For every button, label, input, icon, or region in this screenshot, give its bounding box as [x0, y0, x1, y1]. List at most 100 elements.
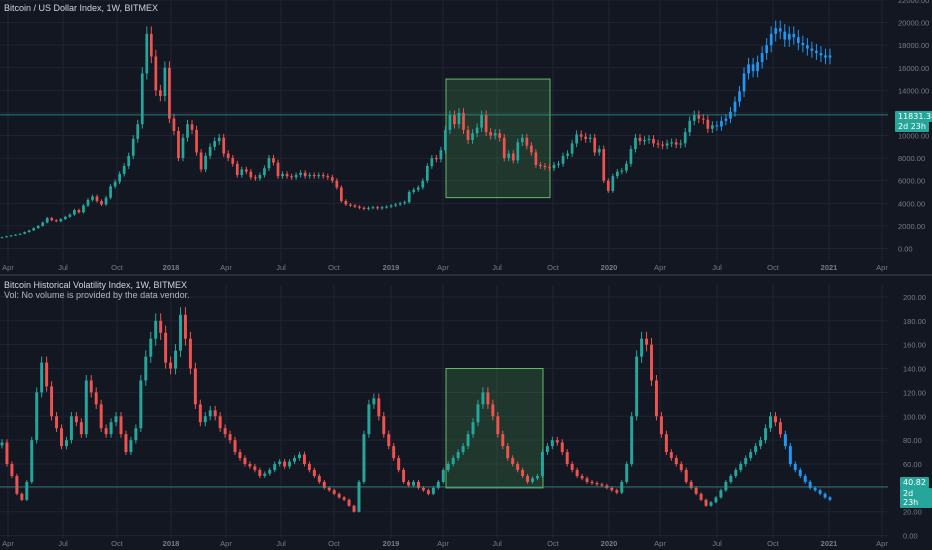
volatility-y-tick-label: 60.00 — [903, 460, 922, 469]
volatility-candle-body — [446, 464, 450, 470]
price-candle-body — [131, 138, 135, 156]
price-candle-body — [466, 129, 470, 141]
price-candle-body — [615, 171, 619, 177]
volatility-candle-body — [362, 434, 366, 482]
price-candle-body — [244, 169, 248, 172]
price-candle-body — [294, 175, 298, 178]
price-candle-body — [63, 216, 67, 220]
volatility-x-tick-label: 2018 — [163, 539, 180, 548]
volatility-candle-body — [5, 442, 9, 465]
volatility-x-axis[interactable]: Apr Jul Oct 2018 Apr Jul Oct 2019 Apr Jul Oct 2020 A… — [2, 539, 888, 548]
price-x-tick-label: Oct — [328, 263, 341, 272]
volatility-highlight-box[interactable] — [445, 368, 544, 489]
price-candle-body — [760, 53, 764, 63]
price-candle-body — [5, 236, 8, 238]
volatility-last-label: 40.82 — [900, 477, 929, 488]
volatility-y-tick-label: 180.00 — [903, 317, 926, 326]
volatility-candle-body — [615, 490, 619, 493]
volatility-candle-body — [89, 380, 93, 393]
volatility-candle-body — [124, 434, 128, 453]
price-candle-body — [18, 233, 22, 235]
price-x-tick-label: Jul — [492, 263, 502, 272]
volatility-candle-body — [521, 469, 525, 476]
volatility-candle-body — [793, 464, 797, 470]
price-candle-body — [489, 132, 493, 136]
volatility-candle-body — [20, 493, 24, 500]
volatility-candle-body — [134, 428, 138, 441]
volatility-candle-body — [565, 452, 569, 465]
price-candle-body — [41, 222, 45, 226]
volatility-candle-body — [119, 416, 123, 435]
price-candle-body — [9, 235, 13, 237]
price-candle-body — [159, 90, 162, 96]
price-candle-body — [168, 67, 171, 119]
price-candle-body — [217, 137, 221, 142]
volatility-candle-body — [347, 499, 351, 506]
volatility-candle-body — [30, 440, 34, 482]
price-candle-body — [756, 62, 759, 72]
price-candle-body — [634, 137, 637, 150]
price-candle-body — [14, 234, 17, 236]
price-candle-body — [349, 204, 352, 206]
volatility-x-tick-label: Apr — [654, 539, 666, 548]
volatility-pane-title: Bitcoin Historical Volatility Index, 1W,… — [4, 280, 188, 290]
volatility-candle-body — [283, 461, 287, 467]
price-x-tick-label: Oct — [547, 263, 560, 272]
price-pane[interactable]: 0.00 2000.00 4000.00 6000.00 8000.00 10000.00… — [0, 0, 929, 272]
price-x-tick-label: Jul — [58, 263, 68, 272]
price-candle-body — [507, 153, 511, 159]
price-y-tick-label: 22000.00 — [898, 0, 929, 5]
volatility-candle-body — [392, 446, 396, 459]
price-candle-body — [122, 166, 126, 174]
price-candle-body — [787, 33, 791, 40]
price-x-tick-label: Oct — [767, 263, 780, 272]
price-candle-body — [751, 64, 755, 72]
price-x-tick-label: Apr — [437, 263, 449, 272]
price-candle-body — [190, 124, 194, 130]
volatility-pane[interactable]: 0.0020.0040.0060.0080.00100.00120.00140.… — [0, 285, 926, 548]
volatility-candle-body — [357, 481, 361, 512]
price-candle-body — [810, 48, 814, 51]
price-candle-body — [145, 33, 149, 74]
volatility-candle-body — [278, 461, 282, 465]
price-highlight-box[interactable] — [445, 78, 551, 199]
price-candle-body — [231, 158, 235, 164]
price-candle-body — [670, 142, 673, 144]
price-candle-body — [806, 45, 809, 49]
price-candle-body — [584, 136, 588, 139]
price-candle-body — [353, 205, 357, 207]
price-candle-body — [412, 189, 416, 192]
price-candle-body — [435, 158, 438, 160]
price-candle-body — [665, 143, 669, 146]
price-candle-body — [561, 155, 565, 164]
price-candle-body — [796, 37, 800, 43]
price-candle-body — [471, 133, 474, 141]
volatility-candle-body — [550, 440, 554, 447]
price-candle-body — [127, 155, 131, 167]
price-x-tick-label: Apr — [876, 263, 888, 272]
price-candle-body — [715, 125, 719, 127]
volatility-x-tick-label: Apr — [876, 539, 888, 548]
volatility-candle-body — [531, 478, 535, 482]
volatility-candle-body — [253, 466, 257, 470]
volatility-countdown-label: 2d 23h — [900, 488, 932, 508]
volatility-candle-body — [402, 469, 406, 482]
volatility-candle-body — [79, 422, 83, 435]
price-candle-body — [520, 137, 524, 143]
price-x-axis[interactable]: Apr Jul Oct 2018 Apr Jul Oct 2019 Apr Jul Oct 2020 A… — [2, 263, 888, 272]
volatility-x-tick-label: Apr — [220, 539, 232, 548]
volatility-candle-body — [228, 434, 232, 441]
volatility-candle-body — [273, 464, 277, 470]
volatility-candle-body — [491, 404, 495, 417]
price-candle-body — [358, 206, 361, 208]
volatility-candle-body — [74, 416, 78, 423]
volatility-candle-body — [154, 320, 158, 339]
price-candle-body — [606, 180, 610, 191]
volatility-candle-body — [169, 362, 173, 369]
price-candle-body — [765, 45, 769, 54]
price-candle-body — [73, 210, 76, 215]
volatility-candle-body — [694, 487, 698, 494]
volatility-pane-subtitle: Vol: No volume is provided by the data v… — [4, 290, 190, 300]
volatility-candle-body — [555, 440, 559, 443]
